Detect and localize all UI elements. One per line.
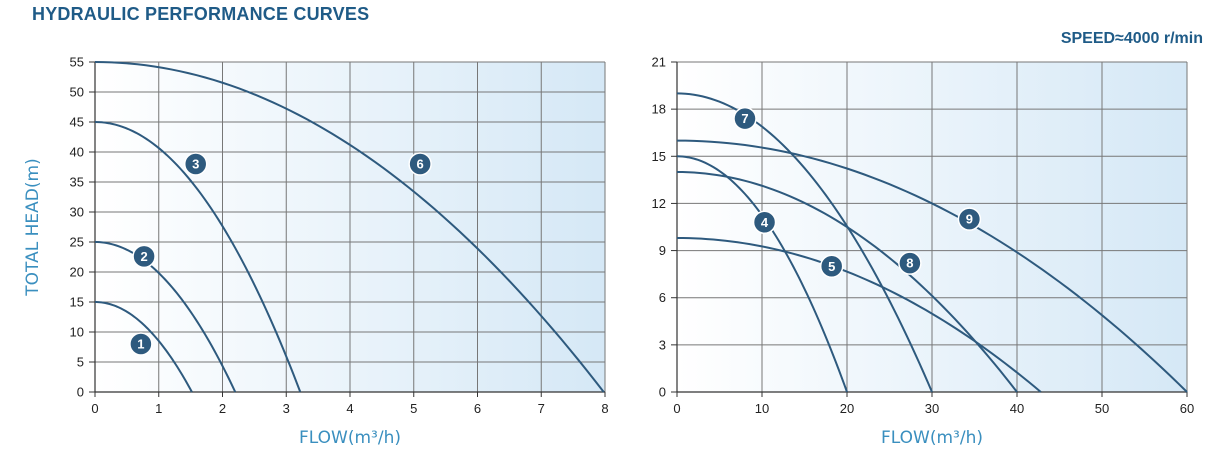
x-tick-label: 4 — [346, 401, 353, 416]
y-tick-label: 12 — [652, 196, 666, 211]
curve-badge-9 — [957, 207, 982, 231]
x-axis-title: FLOW(m³/h) — [299, 428, 401, 448]
x-tick-label: 6 — [474, 401, 481, 416]
x-tick-label: 0 — [673, 401, 680, 416]
speed-label: SPEED≈4000 r/min — [1060, 30, 1203, 47]
y-tick-label: 35 — [70, 175, 84, 190]
y-tick-label: 15 — [652, 149, 666, 164]
y-tick-label: 20 — [70, 265, 84, 280]
page-title: HYDRAULIC PERFORMANCE CURVES — [32, 4, 370, 24]
y-tick-label: 21 — [652, 55, 666, 70]
curve-badge-1 — [129, 332, 153, 356]
y-tick-label: 6 — [659, 290, 666, 305]
curve-badge-label-4: 4 — [761, 215, 769, 230]
x-tick-label: 7 — [538, 401, 545, 416]
y-tick-label: 15 — [70, 295, 84, 310]
x-tick-label: 2 — [219, 401, 226, 416]
curve-3 — [94, 121, 302, 393]
y-tick-label: 25 — [70, 235, 84, 250]
y-tick-label: 0 — [77, 385, 84, 400]
curve-6 — [94, 61, 605, 393]
curve-badge-label-7: 7 — [741, 111, 748, 126]
x-tick-label: 60 — [1180, 401, 1194, 416]
curve-2 — [94, 241, 237, 393]
curve-badge-8 — [898, 251, 922, 275]
y-tick-label: 40 — [70, 145, 84, 160]
curve-badge-5 — [819, 254, 844, 279]
curve-badge-label-8: 8 — [906, 256, 913, 271]
curve-1 — [94, 301, 193, 393]
curve-badge-3 — [183, 152, 208, 176]
x-tick-label: 0 — [91, 401, 98, 416]
x-tick-label: 8 — [601, 401, 608, 416]
curve-8 — [676, 171, 1018, 393]
curve-badge-label-3: 3 — [192, 157, 199, 172]
curve-badge-label-2: 2 — [140, 249, 147, 264]
y-tick-label: 18 — [652, 102, 666, 117]
x-tick-label: 20 — [840, 401, 854, 416]
y-tick-label: 30 — [70, 205, 84, 220]
x-tick-label: 30 — [925, 401, 939, 416]
y-tick-label: 0 — [659, 385, 666, 400]
x-tick-label: 5 — [410, 401, 417, 416]
x-tick-label: 10 — [755, 401, 769, 416]
y-tick-label: 5 — [77, 355, 84, 370]
y-tick-label: 45 — [70, 115, 84, 130]
y-tick-label: 3 — [659, 337, 666, 352]
x-tick-label: 40 — [1010, 401, 1024, 416]
curve-badge-7 — [733, 106, 757, 131]
curve-badge-2 — [132, 244, 156, 269]
y-axis-title: TOTAL HEAD(m) — [23, 158, 43, 296]
curve-badge-label-6: 6 — [417, 157, 424, 172]
curve-5 — [676, 237, 1042, 393]
curve-badge-label-1: 1 — [137, 337, 144, 352]
curve-badge-label-9: 9 — [966, 212, 973, 227]
y-tick-label: 50 — [70, 85, 84, 100]
x-axis-title: FLOW(m³/h) — [881, 428, 983, 448]
y-tick-label: 55 — [70, 55, 84, 70]
right-chart: 0 10 20 30 40 50 60 0 3 6 9 12 15 18 21 FLOW(m³/h) 4 5 7 8 9 — [652, 55, 1195, 449]
left-chart: 0 1 2 3 4 5 6 7 80510152025303540455055FLOW(m³/h… — [23, 55, 609, 449]
y-tick-label: 10 — [70, 325, 84, 340]
x-tick-label: 1 — [155, 401, 162, 416]
x-tick-label: 3 — [283, 401, 290, 416]
curve-badge-6 — [408, 152, 432, 176]
curve-badge-label-5: 5 — [828, 259, 835, 274]
x-tick-label: 50 — [1095, 401, 1109, 416]
curve-badge-4 — [752, 210, 777, 235]
y-tick-label: 9 — [659, 243, 666, 258]
curve-7 — [676, 92, 933, 393]
curve-9 — [676, 139, 1188, 393]
